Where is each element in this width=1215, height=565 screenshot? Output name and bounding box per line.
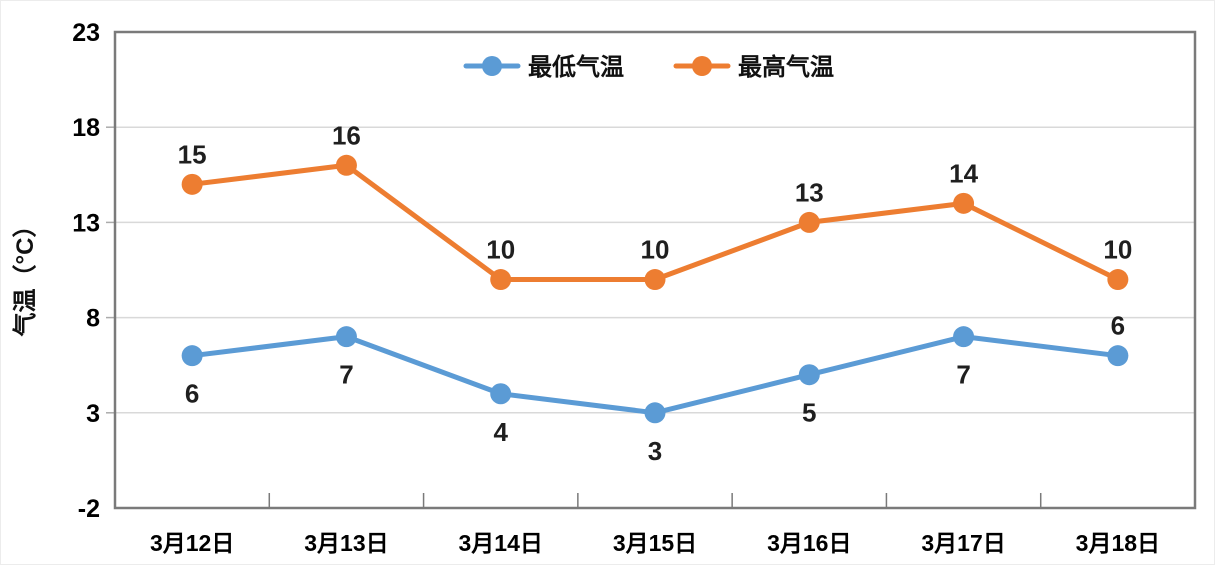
data-label: 7 xyxy=(339,360,353,390)
data-point-marker xyxy=(644,269,666,291)
y-axis-tick-label: 3 xyxy=(86,400,100,428)
x-axis-tick-label: 3月14日 xyxy=(459,530,543,556)
y-axis-title: 气温（°C） xyxy=(11,214,39,338)
data-label: 7 xyxy=(956,360,970,390)
y-axis-tick-label: -2 xyxy=(78,495,100,523)
data-point-marker xyxy=(490,269,512,291)
legend-item-0: 最低气温 xyxy=(463,53,624,81)
data-point-marker xyxy=(953,192,975,214)
data-point-marker xyxy=(644,402,666,424)
data-point-marker xyxy=(181,173,203,195)
data-point-marker xyxy=(490,383,512,405)
data-label: 14 xyxy=(949,158,978,188)
data-point-marker xyxy=(335,154,357,176)
data-label: 6 xyxy=(185,379,199,409)
x-axis-tick-label: 3月13日 xyxy=(304,530,388,556)
y-axis-tick-label: 18 xyxy=(72,114,100,142)
data-point-marker xyxy=(335,326,357,348)
x-axis-tick-label: 3月16日 xyxy=(767,530,851,556)
x-axis-tick-label: 3月15日 xyxy=(613,530,697,556)
data-label: 16 xyxy=(332,120,361,150)
data-label: 4 xyxy=(493,417,508,447)
data-label: 15 xyxy=(178,139,207,169)
data-point-marker xyxy=(181,345,203,367)
data-point-marker xyxy=(1107,345,1129,367)
data-label: 10 xyxy=(1103,235,1132,265)
legend-marker-icon xyxy=(692,56,712,76)
data-point-marker xyxy=(1107,269,1129,291)
data-label: 10 xyxy=(641,235,670,265)
plot-border xyxy=(113,30,1197,510)
data-label: 10 xyxy=(486,235,515,265)
data-point-marker xyxy=(798,364,820,386)
legend-marker-icon xyxy=(482,56,502,76)
data-label: 6 xyxy=(1111,311,1125,341)
data-label: 5 xyxy=(802,398,816,428)
x-axis-tick-label: 3月17日 xyxy=(921,530,1005,556)
data-point-marker xyxy=(798,211,820,233)
data-label: 13 xyxy=(795,177,824,207)
legend-label: 最低气温 xyxy=(528,53,624,81)
x-axis-tick-label: 3月12日 xyxy=(150,530,234,556)
y-axis-tick-label: 23 xyxy=(72,19,100,47)
y-axis-tick-label: 8 xyxy=(86,305,100,333)
data-label: 3 xyxy=(648,436,662,466)
x-axis-tick-label: 3月18日 xyxy=(1076,530,1160,556)
data-point-marker xyxy=(953,326,975,348)
legend-label: 最高气温 xyxy=(738,53,834,81)
series-line-0 xyxy=(189,334,1121,416)
y-axis-tick-label: 13 xyxy=(72,209,100,237)
legend-item-1: 最高气温 xyxy=(673,53,834,81)
